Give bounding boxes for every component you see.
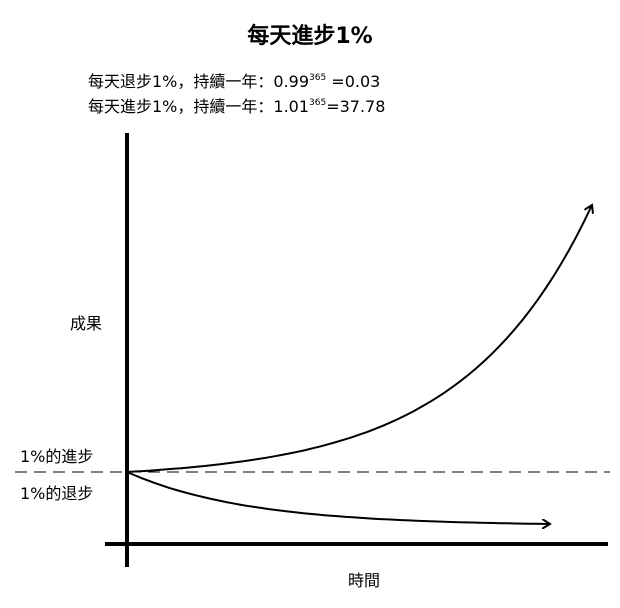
growth-series-line — [126, 205, 592, 473]
growth-formula-base: 1.01 — [273, 97, 310, 116]
growth-formula-exponent: 365 — [309, 97, 327, 108]
x-axis-label: 時間 — [348, 571, 381, 590]
baseline-label-above: 1%的進步 — [20, 447, 94, 466]
decline-formula-base: 0.99 — [273, 72, 310, 91]
growth-formula-prefix: 每天進步1%，持續一年： — [88, 97, 274, 116]
decline-formula-exponent: 365 — [309, 72, 327, 83]
growth-formula-result: =37.78 — [326, 97, 386, 116]
baseline-label-below: 1%的退步 — [20, 484, 94, 503]
decline-formula: 每天退步1%，持續一年：0.99365 =0.03 — [88, 68, 380, 92]
decline-formula-prefix: 每天退步1%，持續一年： — [88, 72, 274, 91]
decline-formula-result: =0.03 — [326, 72, 381, 91]
chart-title: 每天進步1% — [247, 24, 373, 49]
decline-series-line — [126, 471, 550, 524]
y-axis-label: 成果 — [70, 314, 103, 333]
growth-formula: 每天進步1%，持續一年：1.01365=37.78 — [88, 93, 385, 117]
